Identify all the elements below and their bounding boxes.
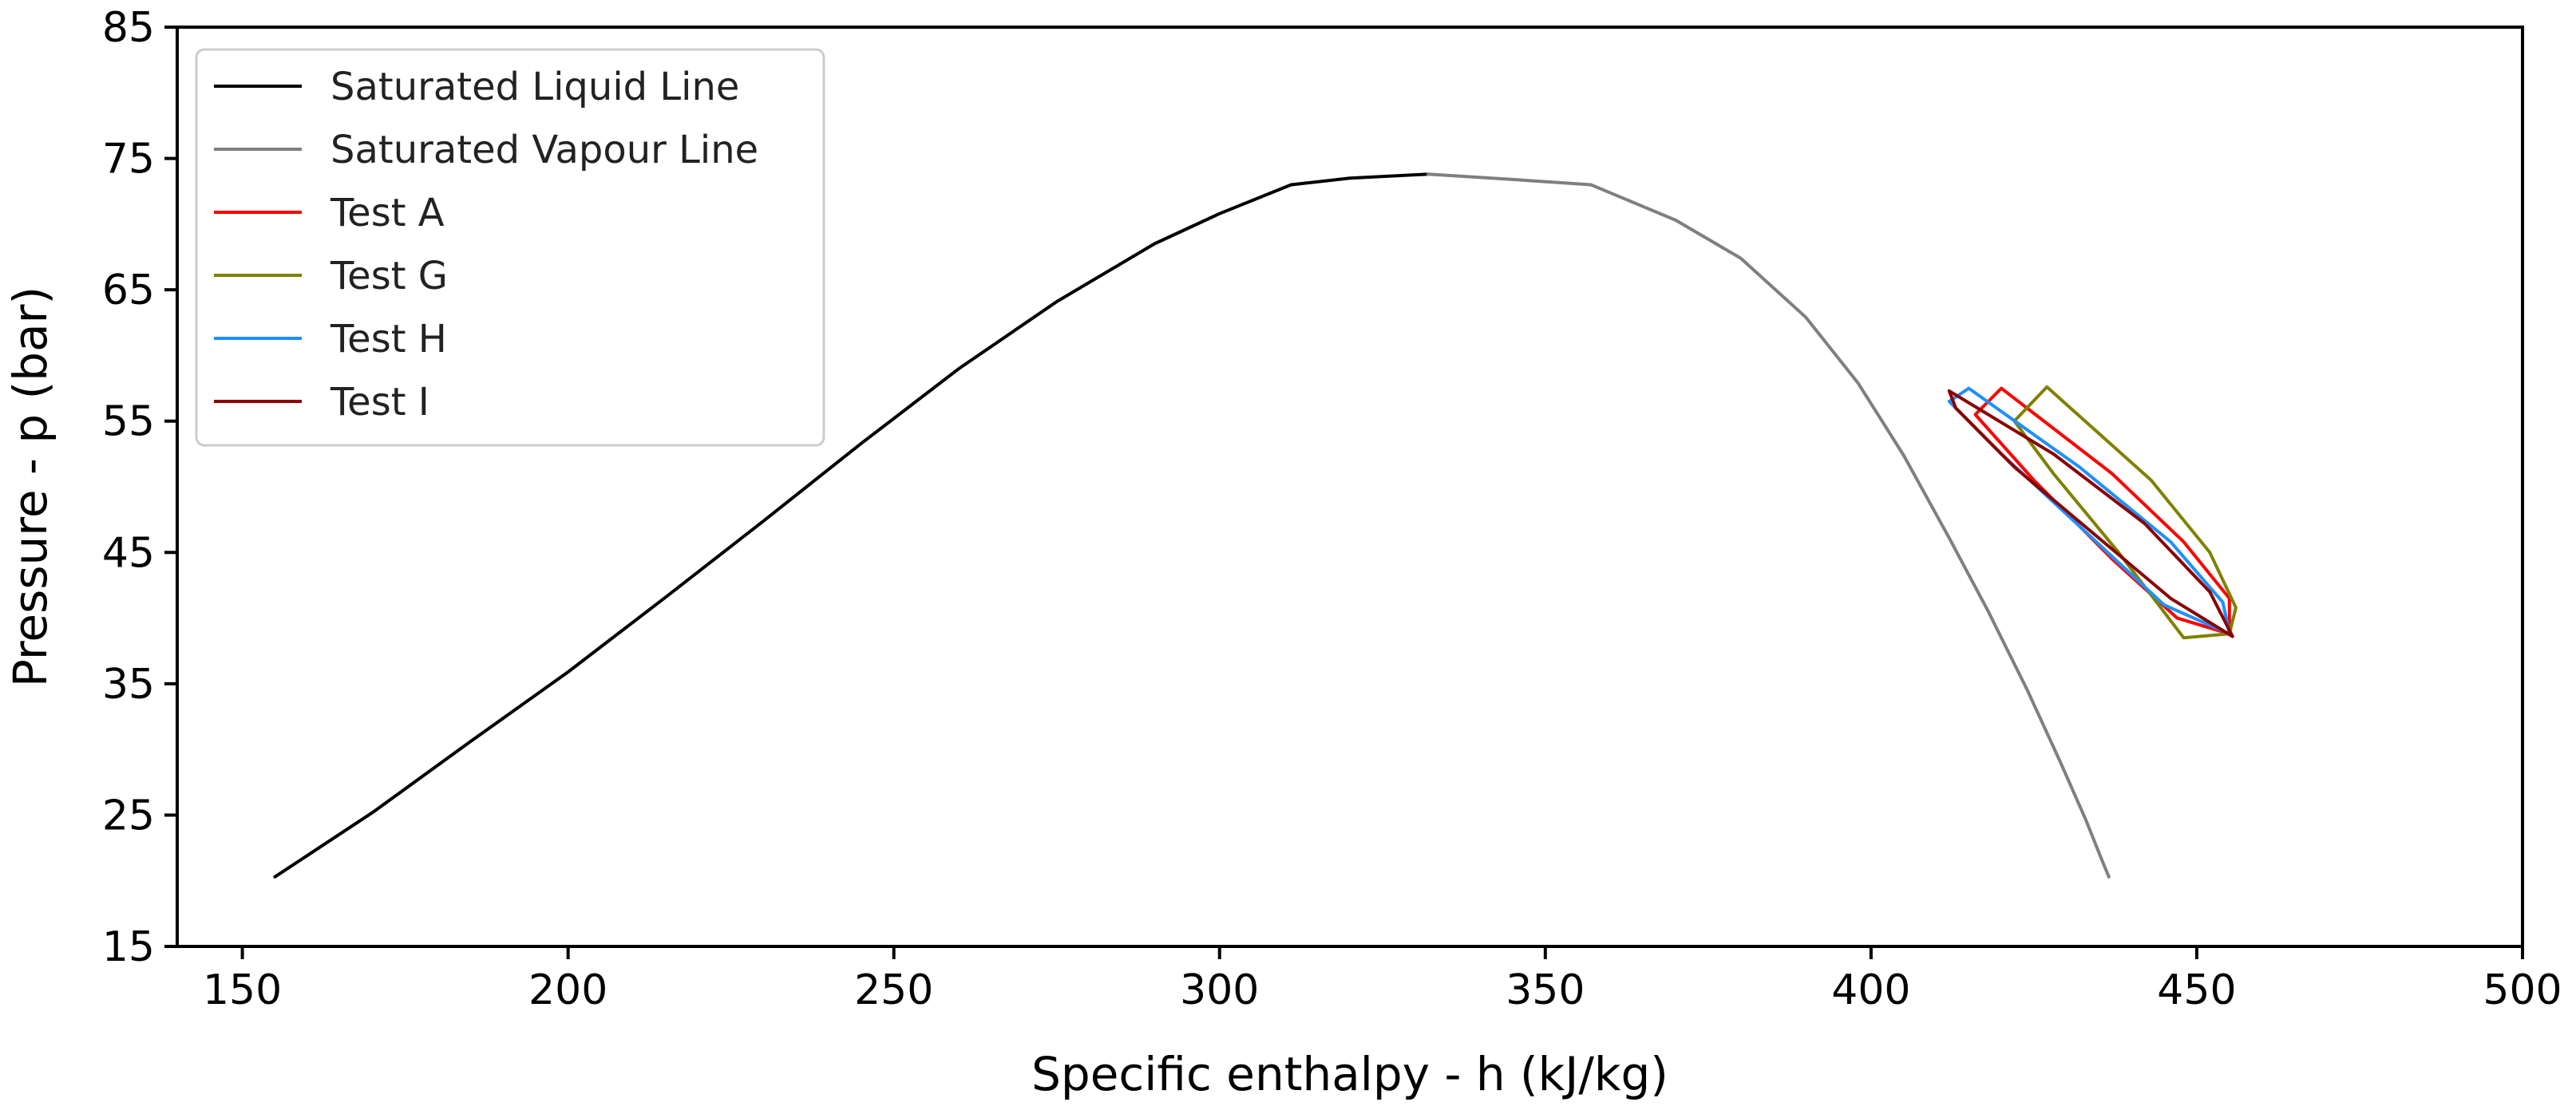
x-tick-label: 500 — [2483, 966, 2562, 1014]
y-tick-label: 75 — [102, 136, 155, 184]
x-tick-label: 150 — [203, 966, 282, 1014]
x-axis-ticks: 150 200 250 300 350 400 450 500 — [203, 946, 2562, 1014]
series-line-3 — [2012, 385, 2238, 640]
x-tick-label: 450 — [2157, 966, 2236, 1014]
plot-frame — [176, 26, 2524, 948]
x-tick-label: 400 — [1831, 966, 1910, 1014]
y-axis-label: Pressure - p (bar) — [3, 286, 57, 687]
legend-box — [195, 48, 825, 447]
series-layer — [273, 172, 2238, 879]
legend-label: Saturated Vapour Line — [330, 128, 758, 172]
series-line-2 — [1973, 386, 2231, 636]
y-tick-label: 45 — [102, 529, 155, 577]
y-tick-label: 65 — [102, 267, 155, 314]
x-tick-label: 350 — [1506, 966, 1585, 1014]
y-tick-label: 85 — [102, 4, 155, 52]
legend-label: Test H — [330, 317, 447, 361]
y-tick-label: 55 — [102, 398, 155, 446]
series-line-5 — [1947, 389, 2234, 638]
series-line-1 — [1426, 172, 2111, 879]
series-line-0 — [273, 172, 1430, 879]
y-tick-label: 25 — [102, 792, 155, 839]
x-axis-label: Specific enthalpy - h (kJ/kg) — [1031, 1047, 1668, 1101]
x-tick-label: 200 — [528, 966, 607, 1014]
legend-label: Saturated Liquid Line — [330, 65, 739, 109]
legend: Saturated Liquid Line Saturated Vapour Li… — [195, 48, 825, 447]
legend-label: Test A — [330, 191, 445, 235]
y-tick-label: 15 — [102, 923, 155, 971]
y-axis-ticks: 15 25 35 45 55 65 75 85 — [102, 4, 177, 971]
y-tick-label: 35 — [102, 661, 155, 709]
legend-label: Test G — [330, 254, 448, 298]
x-tick-label: 250 — [854, 966, 933, 1014]
x-tick-label: 300 — [1180, 966, 1259, 1014]
legend-label: Test I — [330, 380, 429, 425]
